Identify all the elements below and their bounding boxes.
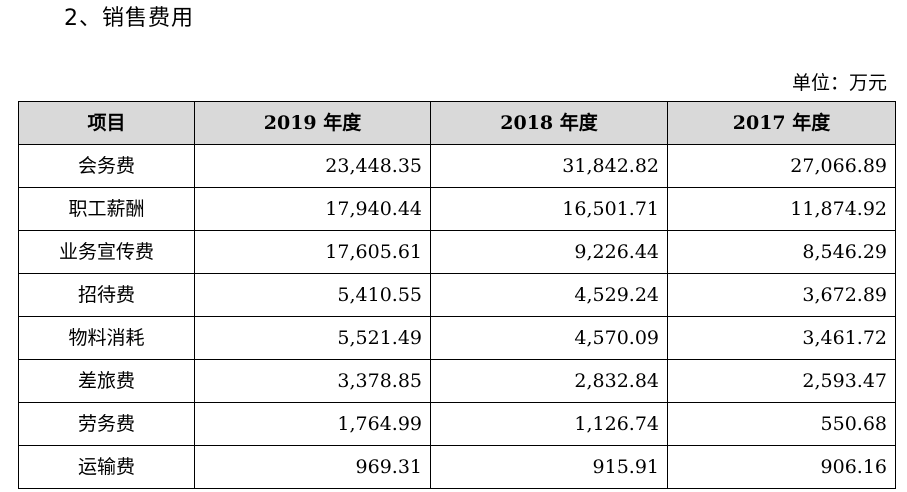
column-header-2017: 2017 年度 (667, 101, 896, 145)
cell-2017: 3,461.72 (667, 316, 896, 360)
cell-2018: 9,226.44 (430, 230, 668, 274)
cell-2017: 550.68 (667, 402, 896, 446)
row-item-name: 职工薪酬 (18, 187, 195, 231)
column-header-2018: 2018 年度 (430, 101, 668, 145)
column-header-2019: 2019 年度 (194, 101, 431, 145)
cell-2019: 17,940.44 (194, 187, 431, 231)
row-item-name: 劳务费 (18, 402, 195, 446)
cell-2017: 8,546.29 (667, 230, 896, 274)
row-item-name: 会务费 (18, 144, 195, 188)
column-header-item: 项目 (18, 101, 195, 145)
table-header-row: 项目 2019 年度 2018 年度 2017 年度 (18, 101, 896, 145)
cell-2018: 31,842.82 (430, 144, 668, 188)
table-row: 差旅费 3,378.85 2,832.84 2,593.47 (18, 359, 896, 403)
unit-label: 单位：万元 (791, 72, 887, 94)
sales-expense-table: 项目 2019 年度 2018 年度 2017 年度 会务费 23,448.35… (18, 101, 896, 489)
row-item-name: 招待费 (18, 273, 195, 317)
cell-2019: 3,378.85 (194, 359, 431, 403)
cell-2018: 4,570.09 (430, 316, 668, 360)
cell-2018: 2,832.84 (430, 359, 668, 403)
cell-2019: 5,521.49 (194, 316, 431, 360)
row-item-name: 物料消耗 (18, 316, 195, 360)
table-row: 劳务费 1,764.99 1,126.74 550.68 (18, 402, 896, 446)
row-item-name: 运输费 (18, 445, 195, 489)
cell-2019: 5,410.55 (194, 273, 431, 317)
table-row: 会务费 23,448.35 31,842.82 27,066.89 (18, 144, 896, 188)
cell-2017: 3,672.89 (667, 273, 896, 317)
cell-2019: 969.31 (194, 445, 431, 489)
table-row: 招待费 5,410.55 4,529.24 3,672.89 (18, 273, 896, 317)
table-row: 业务宣传费 17,605.61 9,226.44 8,546.29 (18, 230, 896, 274)
cell-2019: 17,605.61 (194, 230, 431, 274)
cell-2017: 2,593.47 (667, 359, 896, 403)
cell-2018: 16,501.71 (430, 187, 668, 231)
cell-2017: 906.16 (667, 445, 896, 489)
cell-2018: 4,529.24 (430, 273, 668, 317)
cell-2019: 1,764.99 (194, 402, 431, 446)
cell-2019: 23,448.35 (194, 144, 431, 188)
row-item-name: 差旅费 (18, 359, 195, 403)
cell-2018: 1,126.74 (430, 402, 668, 446)
table-row: 职工薪酬 17,940.44 16,501.71 11,874.92 (18, 187, 896, 231)
cell-2017: 27,066.89 (667, 144, 896, 188)
table-row: 物料消耗 5,521.49 4,570.09 3,461.72 (18, 316, 896, 360)
table-row: 运输费 969.31 915.91 906.16 (18, 445, 896, 489)
section-heading: 2、销售费用 (64, 6, 194, 31)
row-item-name: 业务宣传费 (18, 230, 195, 274)
cell-2017: 11,874.92 (667, 187, 896, 231)
cell-2018: 915.91 (430, 445, 668, 489)
